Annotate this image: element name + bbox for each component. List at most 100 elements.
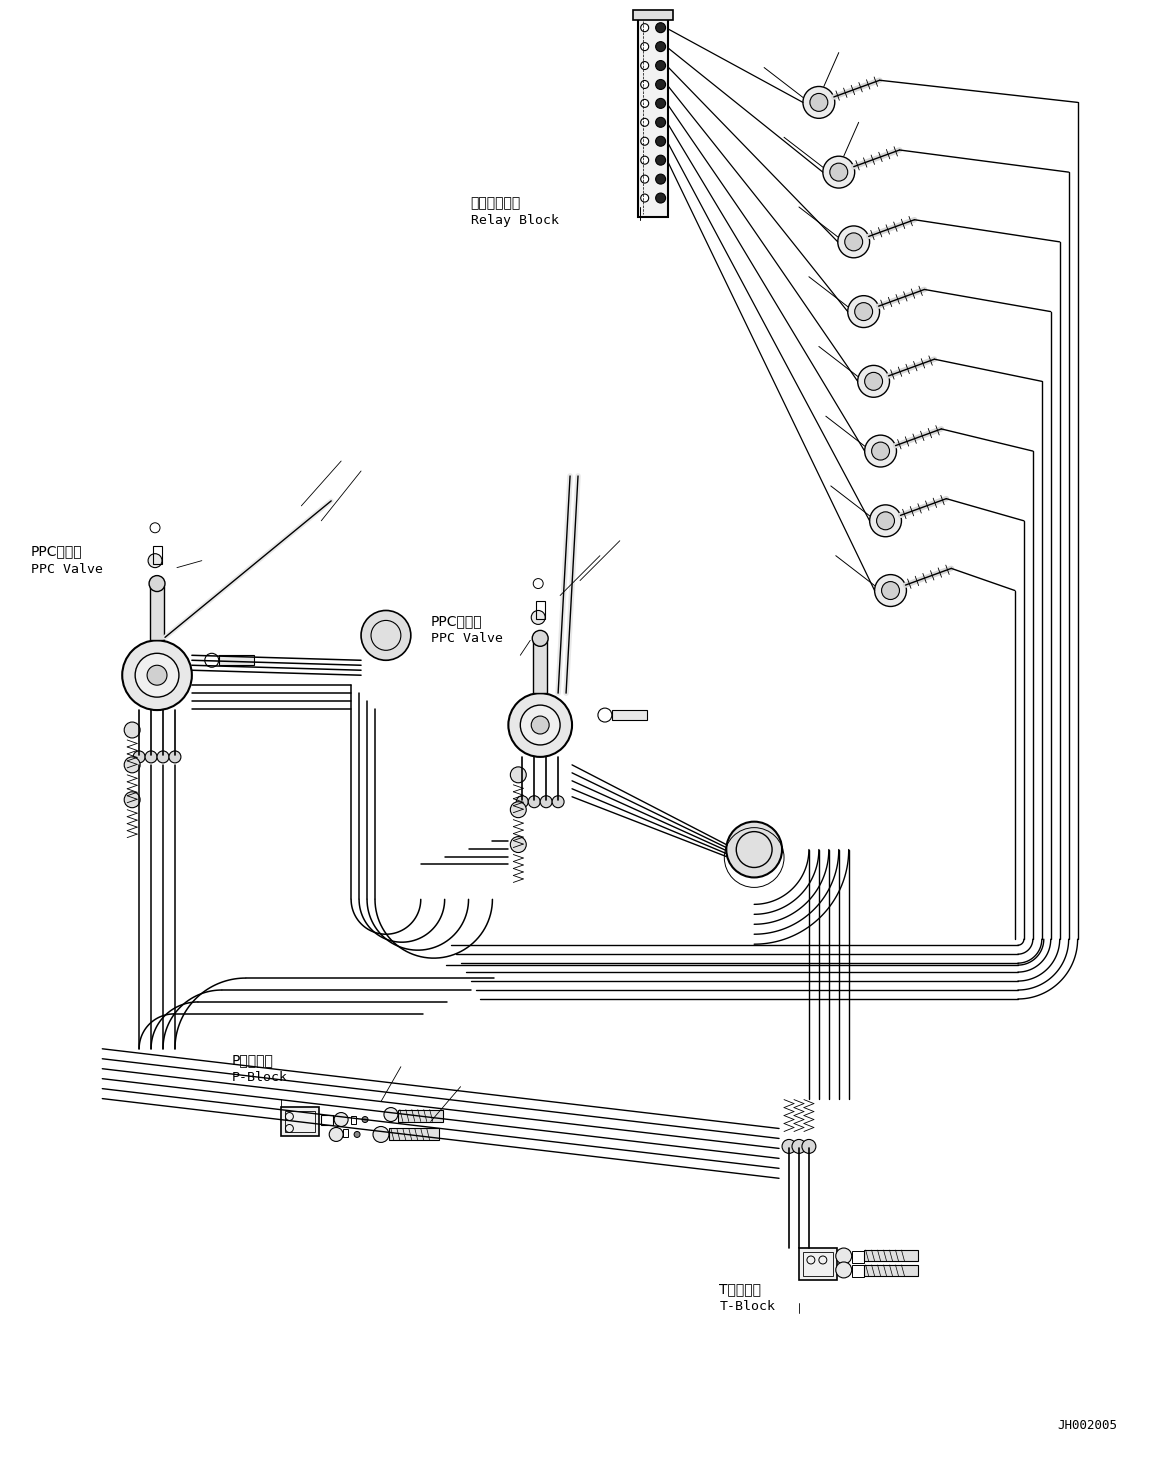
Text: 中継ブロック: 中継ブロック	[471, 196, 521, 211]
Circle shape	[511, 767, 527, 783]
Bar	[285, 1110, 315, 1132]
Circle shape	[656, 174, 665, 184]
Circle shape	[124, 756, 140, 772]
Circle shape	[656, 41, 665, 51]
Circle shape	[531, 715, 549, 734]
Bar	[398, 1109, 443, 1122]
Circle shape	[656, 23, 665, 32]
Circle shape	[830, 164, 848, 181]
Circle shape	[520, 705, 561, 745]
Bar	[388, 1128, 438, 1141]
Circle shape	[802, 1140, 816, 1153]
Bar	[802, 1252, 833, 1276]
Bar	[851, 1265, 864, 1277]
Circle shape	[533, 631, 548, 647]
Circle shape	[870, 505, 901, 537]
Circle shape	[147, 666, 167, 685]
Bar	[154, 546, 162, 563]
Circle shape	[135, 654, 179, 698]
Circle shape	[169, 751, 181, 762]
Circle shape	[864, 373, 883, 391]
Circle shape	[656, 193, 665, 203]
Text: Pブロック: Pブロック	[231, 1053, 273, 1067]
Circle shape	[864, 435, 897, 467]
Circle shape	[641, 61, 649, 70]
Bar	[633, 10, 672, 19]
Bar	[351, 1115, 356, 1124]
Bar	[864, 1265, 919, 1276]
Bar	[281, 1106, 320, 1137]
Circle shape	[157, 751, 169, 762]
Bar	[851, 1251, 864, 1263]
Text: Relay Block: Relay Block	[471, 214, 558, 227]
Circle shape	[145, 751, 157, 762]
Circle shape	[641, 80, 649, 88]
Circle shape	[641, 119, 649, 126]
Circle shape	[540, 796, 552, 808]
Bar	[637, 18, 668, 217]
Bar	[864, 1249, 919, 1261]
Circle shape	[641, 195, 649, 202]
Circle shape	[823, 157, 855, 189]
Circle shape	[809, 94, 828, 111]
Text: PPC Valve: PPC Valve	[30, 563, 102, 575]
Circle shape	[122, 641, 192, 710]
Circle shape	[148, 553, 162, 568]
Circle shape	[836, 1263, 851, 1277]
Bar	[219, 655, 254, 666]
Bar	[343, 1129, 348, 1137]
Text: P-Block: P-Block	[231, 1071, 287, 1084]
Bar	[536, 601, 545, 619]
Circle shape	[656, 79, 665, 89]
Circle shape	[329, 1128, 343, 1141]
Text: PPCバルブ: PPCバルブ	[430, 614, 483, 629]
Circle shape	[124, 723, 140, 737]
Circle shape	[641, 99, 649, 107]
Circle shape	[844, 233, 863, 250]
Circle shape	[334, 1112, 348, 1127]
Circle shape	[656, 117, 665, 127]
Circle shape	[516, 796, 528, 808]
Circle shape	[528, 796, 540, 808]
Circle shape	[641, 42, 649, 51]
Circle shape	[362, 1116, 368, 1122]
Circle shape	[641, 176, 649, 183]
Circle shape	[552, 796, 564, 808]
Circle shape	[656, 60, 665, 70]
Circle shape	[857, 366, 890, 398]
Bar	[799, 1248, 836, 1280]
Circle shape	[727, 822, 782, 878]
Circle shape	[354, 1131, 361, 1137]
Circle shape	[836, 1248, 851, 1264]
Text: Tブロック: Tブロック	[720, 1282, 762, 1296]
Circle shape	[848, 296, 879, 328]
Circle shape	[511, 802, 527, 818]
Circle shape	[802, 86, 835, 119]
Text: PPC Valve: PPC Valve	[430, 632, 502, 645]
Circle shape	[871, 442, 890, 459]
Circle shape	[641, 138, 649, 145]
Circle shape	[882, 582, 899, 600]
Bar	[321, 1115, 333, 1125]
Bar	[533, 641, 547, 693]
Circle shape	[792, 1140, 806, 1153]
Circle shape	[373, 1127, 388, 1143]
Circle shape	[877, 512, 894, 530]
Text: PPCバルブ: PPCバルブ	[30, 544, 83, 559]
Text: JH002005: JH002005	[1057, 1419, 1118, 1432]
Circle shape	[641, 157, 649, 164]
Circle shape	[875, 575, 906, 607]
Circle shape	[656, 98, 665, 108]
Bar	[612, 710, 647, 720]
Bar	[150, 585, 164, 641]
Circle shape	[361, 610, 411, 660]
Circle shape	[837, 225, 870, 257]
Circle shape	[149, 575, 165, 591]
Circle shape	[124, 791, 140, 808]
Circle shape	[656, 136, 665, 146]
Text: T-Block: T-Block	[720, 1299, 776, 1312]
Circle shape	[855, 303, 872, 320]
Circle shape	[641, 23, 649, 32]
Circle shape	[511, 837, 527, 853]
Circle shape	[508, 693, 572, 756]
